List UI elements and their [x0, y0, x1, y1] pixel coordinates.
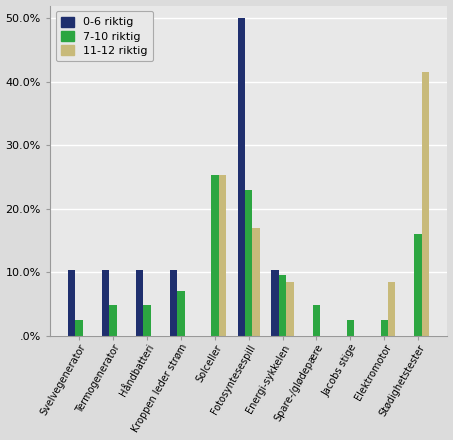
Bar: [211, 175, 218, 336]
Bar: [381, 320, 388, 336]
Bar: [218, 175, 226, 336]
Bar: [136, 270, 143, 336]
Bar: [143, 304, 151, 336]
Bar: [76, 320, 83, 336]
Bar: [313, 304, 320, 336]
Bar: [414, 234, 422, 336]
Legend: 0-6 riktig, 7-10 riktig, 11-12 riktig: 0-6 riktig, 7-10 riktig, 11-12 riktig: [56, 11, 154, 61]
Bar: [286, 282, 294, 336]
Bar: [237, 18, 245, 336]
Bar: [245, 190, 252, 336]
Bar: [170, 270, 177, 336]
Bar: [347, 320, 354, 336]
Bar: [271, 270, 279, 336]
Bar: [102, 270, 109, 336]
Bar: [109, 304, 117, 336]
Bar: [422, 72, 429, 336]
Bar: [388, 282, 395, 336]
Bar: [252, 228, 260, 336]
Bar: [177, 291, 185, 336]
Bar: [279, 275, 286, 336]
Bar: [68, 270, 76, 336]
